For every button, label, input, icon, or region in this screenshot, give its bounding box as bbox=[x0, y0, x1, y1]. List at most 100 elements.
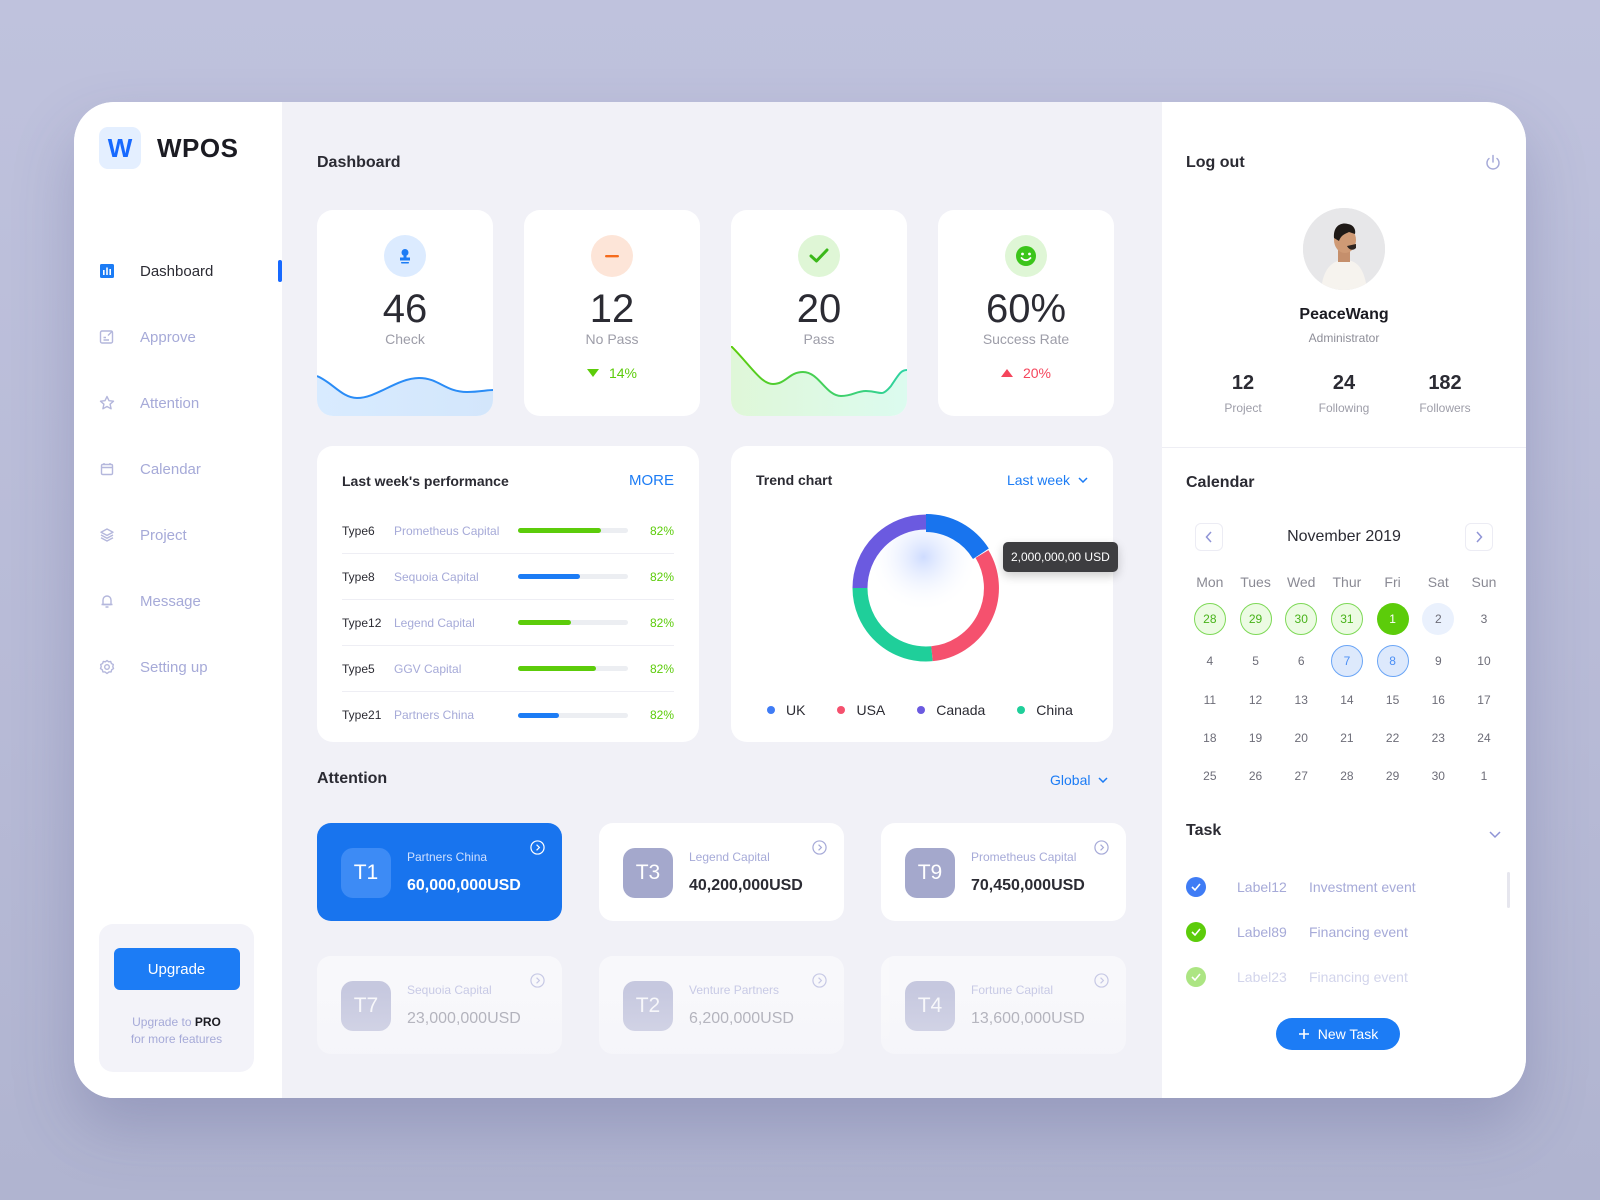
upgrade-button[interactable]: Upgrade bbox=[113, 948, 240, 990]
chevron-right-circle-icon[interactable] bbox=[530, 973, 545, 988]
user-stat-following[interactable]: 24 Following bbox=[1299, 372, 1389, 415]
segment-canada[interactable] bbox=[852, 514, 927, 589]
donut-chart[interactable] bbox=[846, 508, 1006, 668]
calendar-day[interactable]: 27 bbox=[1278, 757, 1324, 795]
task-item[interactable]: Label12 Investment event bbox=[1186, 864, 1502, 909]
attention-card[interactable]: T4 Fortune Capital 13,600,000USD bbox=[881, 956, 1126, 1054]
legend-item-uk[interactable]: UK bbox=[767, 702, 805, 718]
calendar-day-marked[interactable]: 7 bbox=[1324, 641, 1370, 681]
task-scrollbar[interactable] bbox=[1507, 872, 1510, 908]
segment-china[interactable] bbox=[852, 587, 933, 662]
chevron-right-circle-icon[interactable] bbox=[812, 840, 827, 855]
sidebar-item-dashboard[interactable]: Dashboard bbox=[74, 238, 282, 304]
task-item[interactable]: Label89 Financing event bbox=[1186, 909, 1502, 954]
calendar-day-selected[interactable]: 1 bbox=[1370, 597, 1416, 641]
attention-card[interactable]: T1 Partners China 60,000,000USD bbox=[317, 823, 562, 921]
calendar-day[interactable]: 19 bbox=[1233, 719, 1279, 757]
calendar-day[interactable]: 29 bbox=[1233, 597, 1279, 641]
calendar-day-marked[interactable]: 8 bbox=[1370, 641, 1416, 681]
performance-row[interactable]: Type5 GGV Capital 82% bbox=[342, 646, 674, 692]
user-stat-value: 12 bbox=[1231, 372, 1255, 394]
calendar-day[interactable]: 5 bbox=[1233, 641, 1279, 681]
calendar-day[interactable]: 23 bbox=[1415, 719, 1461, 757]
chevron-right-circle-icon[interactable] bbox=[1094, 840, 1109, 855]
legend-item-usa[interactable]: USA bbox=[837, 702, 885, 718]
calendar-day[interactable]: 14 bbox=[1324, 681, 1370, 719]
stat-card-pass[interactable]: 20 Pass bbox=[731, 210, 907, 416]
new-task-button[interactable]: New Task bbox=[1276, 1018, 1400, 1050]
calendar-day[interactable]: 26 bbox=[1233, 757, 1279, 795]
logo[interactable]: W WPOS bbox=[99, 127, 238, 169]
calendar-day[interactable]: 30 bbox=[1415, 757, 1461, 795]
attention-card[interactable]: T2 Venture Partners 6,200,000USD bbox=[599, 956, 844, 1054]
chevron-left-icon bbox=[1205, 531, 1212, 543]
chevron-right-circle-icon[interactable] bbox=[530, 840, 545, 855]
segment-uk[interactable] bbox=[926, 513, 989, 559]
calendar-day[interactable]: 30 bbox=[1278, 597, 1324, 641]
calendar-day[interactable]: 20 bbox=[1278, 719, 1324, 757]
performance-row[interactable]: Type8 Sequoia Capital 82% bbox=[342, 554, 674, 600]
calendar-day[interactable]: 12 bbox=[1233, 681, 1279, 719]
calendar-day[interactable]: 2 bbox=[1415, 597, 1461, 641]
prev-month-button[interactable] bbox=[1195, 523, 1223, 551]
task-item[interactable]: Label23 Financing event bbox=[1186, 954, 1502, 999]
calendar-day[interactable]: 6 bbox=[1278, 641, 1324, 681]
performance-row[interactable]: Type12 Legend Capital 82% bbox=[342, 600, 674, 646]
attention-card[interactable]: T7 Sequoia Capital 23,000,000USD bbox=[317, 956, 562, 1054]
calendar-day[interactable]: 17 bbox=[1461, 681, 1507, 719]
sidebar-item-label: Message bbox=[140, 592, 201, 610]
sidebar-item-message[interactable]: Message bbox=[74, 568, 282, 634]
calendar-day[interactable]: 16 bbox=[1415, 681, 1461, 719]
calendar-day[interactable]: 9 bbox=[1415, 641, 1461, 681]
attention-card[interactable]: T9 Prometheus Capital 70,450,000USD bbox=[881, 823, 1126, 921]
stat-card-success-rate[interactable]: 60% Success Rate 20% bbox=[938, 210, 1114, 416]
calendar-day[interactable]: 28 bbox=[1324, 757, 1370, 795]
calendar-day[interactable]: 1 bbox=[1461, 757, 1507, 795]
legend-item-canada[interactable]: Canada bbox=[917, 702, 985, 718]
calendar-day[interactable]: 15 bbox=[1370, 681, 1416, 719]
calendar-day[interactable]: 28 bbox=[1187, 597, 1233, 641]
calendar-day[interactable]: 4 bbox=[1187, 641, 1233, 681]
user-stat-followers[interactable]: 182 Followers bbox=[1400, 372, 1490, 415]
calendar-day[interactable]: 3 bbox=[1461, 597, 1507, 641]
calendar-day[interactable]: 13 bbox=[1278, 681, 1324, 719]
calendar-day[interactable]: 22 bbox=[1370, 719, 1416, 757]
check-circle-icon[interactable] bbox=[1186, 966, 1206, 987]
sidebar-item-approve[interactable]: Approve bbox=[74, 304, 282, 370]
more-link[interactable]: MORE bbox=[629, 472, 674, 489]
calendar-day[interactable]: 31 bbox=[1324, 597, 1370, 641]
chevron-right-circle-icon[interactable] bbox=[812, 973, 827, 988]
segment-usa[interactable] bbox=[931, 550, 999, 662]
calendar-day[interactable]: 10 bbox=[1461, 641, 1507, 681]
avatar[interactable] bbox=[1303, 208, 1385, 290]
range-dropdown[interactable]: Last week bbox=[1007, 472, 1088, 488]
power-icon[interactable] bbox=[1484, 154, 1502, 172]
calendar-day[interactable]: 29 bbox=[1370, 757, 1416, 795]
calendar-day[interactable]: 21 bbox=[1324, 719, 1370, 757]
sidebar-item-calendar[interactable]: Calendar bbox=[74, 436, 282, 502]
user-role: Administrator bbox=[1308, 331, 1380, 345]
trend-chart-panel: Trend chart Last week bbox=[731, 446, 1118, 742]
user-stat-project[interactable]: 12 Project bbox=[1198, 372, 1288, 415]
sidebar-item-setting-up[interactable]: Setting up bbox=[74, 634, 282, 700]
calendar-day[interactable]: 11 bbox=[1187, 681, 1233, 719]
calendar-day[interactable]: 25 bbox=[1187, 757, 1233, 795]
next-month-button[interactable] bbox=[1465, 523, 1493, 551]
legend-item-china[interactable]: China bbox=[1017, 702, 1073, 718]
chevron-right-circle-icon[interactable] bbox=[1094, 973, 1109, 988]
stat-card-no-pass[interactable]: 12 No Pass 14% bbox=[524, 210, 700, 416]
calendar-day[interactable]: 18 bbox=[1187, 719, 1233, 757]
sidebar-item-attention[interactable]: Attention bbox=[74, 370, 282, 436]
sidebar-item-project[interactable]: Project bbox=[74, 502, 282, 568]
logout-label[interactable]: Log out bbox=[1186, 154, 1245, 171]
performance-row[interactable]: Type6 Prometheus Capital 82% bbox=[342, 508, 674, 554]
check-circle-icon[interactable] bbox=[1186, 876, 1206, 897]
check-circle-icon[interactable] bbox=[1186, 921, 1206, 942]
chevron-down-icon[interactable] bbox=[1488, 827, 1502, 841]
stat-card-check[interactable]: 46 Check bbox=[317, 210, 493, 416]
calendar-day[interactable]: 24 bbox=[1461, 719, 1507, 757]
performance-row[interactable]: Type21 Partners China 82% bbox=[342, 692, 674, 738]
attention-card[interactable]: T3 Legend Capital 40,200,000USD bbox=[599, 823, 844, 921]
attention-amount: 6,200,000USD bbox=[689, 1010, 794, 1027]
attention-filter-dropdown[interactable]: Global bbox=[1050, 772, 1108, 788]
